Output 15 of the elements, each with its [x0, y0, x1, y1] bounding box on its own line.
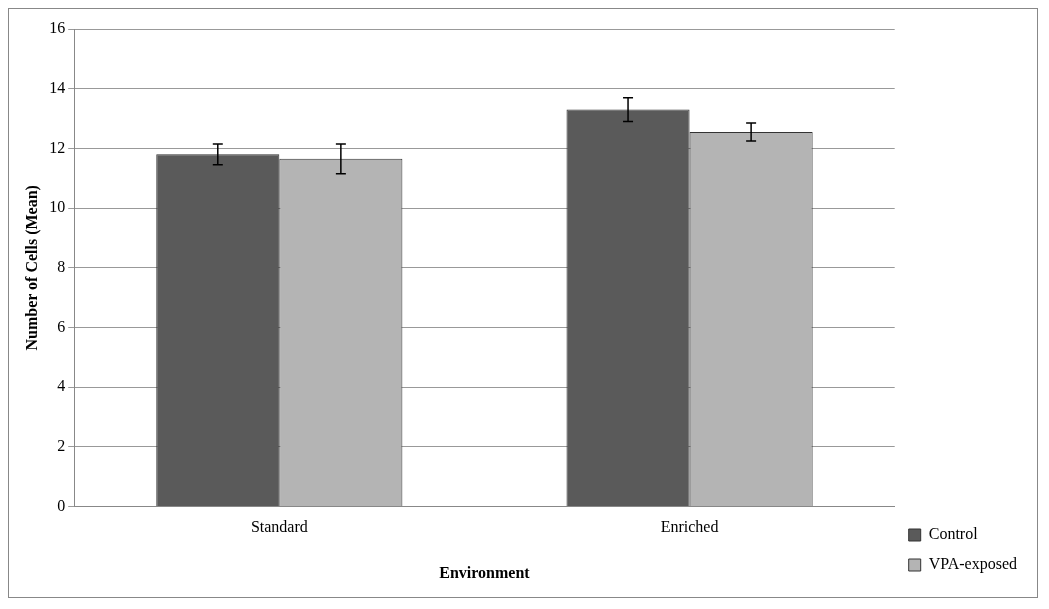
y-tick-label: 6	[57, 317, 66, 335]
x-tick-label: Standard	[250, 518, 308, 536]
legend-label: VPA-exposed	[928, 555, 1017, 574]
y-tick-label: 8	[57, 258, 66, 275]
y-tick-label: 14	[49, 78, 66, 96]
y-axis-title: Number of Cells (Mean)	[22, 185, 41, 351]
legend-label: Control	[928, 525, 979, 543]
y-tick-label: 12	[49, 138, 66, 156]
y-tick-label: 4	[57, 377, 66, 395]
y-tick-label: 10	[49, 198, 66, 216]
x-axis-title: Environment	[439, 563, 531, 581]
x-tick-label: Enriched	[660, 518, 719, 536]
y-tick-label: 16	[49, 19, 66, 37]
y-tick-label: 2	[57, 437, 66, 455]
y-tick-label: 0	[57, 496, 66, 514]
